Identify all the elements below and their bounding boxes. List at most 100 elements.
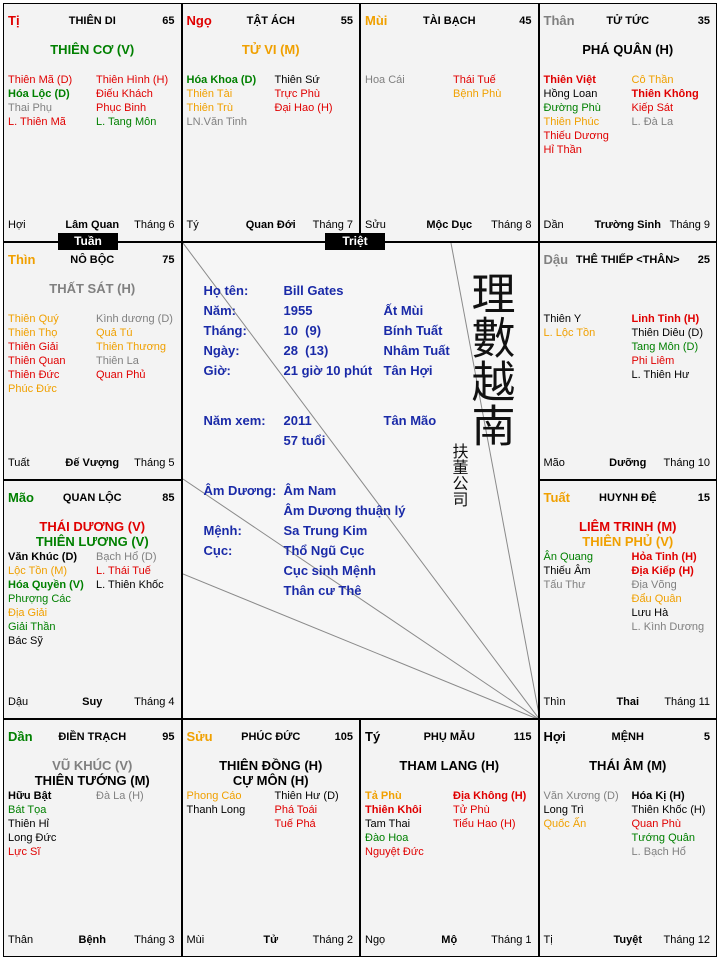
palace-name: QUAN LỘC [62,492,122,504]
minor-star: L. Bạch Hổ [631,845,686,858]
life-stage: Trường Sinh [594,218,661,231]
aspect-line [450,242,538,712]
month: Tháng 7 [312,218,353,231]
minor-star: Hoa Cái [365,74,405,86]
minor-star: Quả Tú [96,326,133,339]
palace-cell: Ngọ TẬT ÁCH 55 TỬ VI (M) Hóa Khoa (D) Thiên T… [181,3,360,242]
info-extra: Ất Mùi [383,302,424,318]
minor-star: Linh Tinh (H) [631,312,700,325]
minor-star: Văn Khúc (D) [8,551,78,563]
main-star: THIÊN LƯƠNG (V) [35,534,149,549]
month: Tháng 5 [134,457,175,469]
corner-branch: Thân [8,934,34,946]
minor-star: Địa Giải [8,607,48,619]
corner-branch: Dần [543,218,564,231]
palace-name: NÔ BỘC [70,253,115,266]
minor-star: Thanh Long [186,803,246,816]
minor-star: Hóa Khoa (D) [186,74,257,86]
life-stage: Mộc Dục [426,218,473,231]
minor-star: Tả Phù [365,789,402,802]
minor-star: Thiên Trù [186,102,233,114]
minor-star: Giải Thần [8,621,56,633]
palace-number: 25 [697,253,710,266]
center-panel: Họ tên: Bill Gates Năm: 1955 Ất Mùi Tháng: 10 … [181,241,539,719]
palace-number: 45 [519,15,532,27]
minor-star: Thiếu Âm [543,565,591,577]
minor-star: Thiên Hư (D) [274,789,339,802]
minor-star: L. Lộc Tồn [543,326,596,339]
main-star: THIÊN PHỦ (V) [582,534,674,549]
main-star: CỰ MÔN (H) [232,772,309,788]
branch: Dậu [543,251,569,267]
branch: Tý [365,728,381,744]
info-value: Thân cư Thê [283,582,362,598]
branch: Dần [8,728,33,744]
palace-number: 75 [162,253,175,266]
palace-name: HUYNH ĐỆ [599,492,657,504]
minor-star: Kiếp Sát [631,102,674,114]
branch: Mùi [365,13,388,28]
minor-star: Tấu Thư [543,579,586,591]
palace-cell: Hợi MỆNH 5 THÁI ÂM (M) Văn Xương (D) Long Trì… [538,718,717,957]
corner-branch: Dậu [8,695,29,708]
palace-number: 95 [162,730,175,743]
corner-branch: Sửu [365,218,386,231]
corner-branch: Tý [186,218,199,231]
minor-star: Hồng Loan [543,88,598,100]
palace-name: TẬT ÁCH [246,15,295,27]
minor-star: L. Tang Môn [96,116,157,128]
branch: Tị [8,13,20,28]
palace-number: 55 [340,15,353,27]
main-star: THIÊN TƯỚNG (M) [34,772,150,788]
minor-star: Thiên Hình (H) [96,74,169,86]
info-extra: Tân Hợi [383,362,433,378]
minor-star: Lực Sĩ [8,845,41,858]
info-label: Mệnh: [203,522,242,538]
month: Tháng 2 [312,934,353,946]
life-stage: Thai [616,695,640,708]
info-value: Âm Dương thuận lý [283,502,406,518]
minor-star: Văn Xương (D) [543,789,619,802]
minor-star: Lưu Hà [631,607,669,619]
branch: Hợi [543,728,566,744]
badge: Tuần [58,233,118,250]
minor-star: Long Đức [8,831,57,844]
minor-star: Quan Phù [631,817,682,830]
main-star: THAM LANG (H) [399,757,500,773]
minor-star: Thiên Diêu (D) [631,326,704,339]
palace-number: 15 [697,492,710,504]
minor-star: Tiểu Hao (H) [453,817,516,830]
minor-star: Đà La (H) [96,789,144,802]
minor-star: Tướng Quân [631,831,696,844]
minor-star: Địa Không (H) [453,789,527,802]
month: Tháng 8 [491,218,532,231]
minor-star: Thiên Sứ [274,74,320,86]
minor-star: Thiên Thương [96,340,167,353]
minor-star: Thiên Phúc [543,116,600,128]
info-value: 1955 [283,302,313,318]
minor-star: Thiếu Dương [543,130,609,142]
month: Tháng 6 [134,218,175,231]
minor-star: Cô Thần [631,74,674,86]
main-star: THIÊN ĐỒNG (H) [219,757,323,773]
minor-star: Quan Phủ [96,368,146,381]
info-value: 57 tuổi [283,432,326,448]
minor-star: Địa Kiếp (H) [631,565,694,577]
minor-star: Thiên Không [631,88,699,100]
palace-cell: Mùi TÀI BẠCH 45 Hoa Cái Thái Tuế Bệnh Phù Sửu M… [360,3,539,242]
info-label: Giờ: [203,362,231,378]
info-value: Bill Gates [283,282,344,298]
minor-star: Thiên Giải [8,340,59,353]
palace-number: 115 [513,730,532,743]
main-star: VŨ KHÚC (V) [52,757,133,773]
minor-star: Thiên Hỉ [8,817,49,830]
palace-cell: Mão QUAN LỘC 85 THÁI DƯƠNG (V) THIÊN LƯƠNG (… [3,480,182,719]
minor-star: Phá Toái [274,803,318,816]
minor-star: Phục Binh [96,102,147,114]
main-star: LIÊM TRINH (M) [579,519,677,534]
minor-star: Phi Liêm [631,354,675,367]
palace-name: MỆNH [611,730,644,743]
info-extra: Nhâm Tuất [383,342,450,358]
palace-cell: Dậu THÊ THIẾP <THÂN> 25 Thiên Y L. Lộc Tồn Li… [538,241,717,480]
